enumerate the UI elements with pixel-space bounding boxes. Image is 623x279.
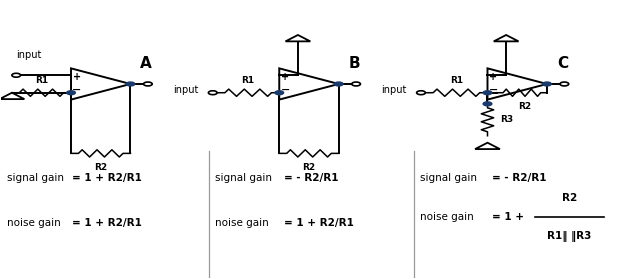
Text: signal gain: signal gain (421, 173, 477, 183)
Text: R1: R1 (35, 76, 48, 85)
Text: B: B (348, 56, 360, 71)
Text: signal gain: signal gain (215, 173, 272, 183)
Circle shape (483, 91, 492, 95)
Text: −: − (489, 85, 498, 95)
Text: R2: R2 (562, 193, 577, 203)
Circle shape (208, 91, 217, 95)
Text: C: C (557, 56, 568, 71)
Text: −: − (72, 85, 82, 95)
Polygon shape (285, 35, 310, 41)
Circle shape (126, 82, 135, 86)
Text: R1: R1 (242, 76, 255, 85)
Text: = - R2/R1: = - R2/R1 (283, 173, 338, 183)
Text: noise gain: noise gain (7, 218, 60, 228)
Circle shape (417, 91, 426, 95)
Circle shape (275, 91, 283, 95)
Circle shape (560, 82, 569, 86)
Text: = 1 + R2/R1: = 1 + R2/R1 (72, 173, 142, 183)
Text: +: + (281, 72, 289, 82)
Circle shape (67, 91, 75, 95)
Circle shape (12, 73, 21, 77)
Text: = 1 +: = 1 + (492, 212, 524, 222)
Polygon shape (475, 143, 500, 149)
Text: signal gain: signal gain (7, 173, 64, 183)
Text: = 1 + R2/R1: = 1 + R2/R1 (72, 218, 142, 228)
Text: +: + (73, 72, 81, 82)
Text: R1: R1 (450, 76, 463, 85)
Text: noise gain: noise gain (421, 212, 474, 222)
Circle shape (483, 102, 492, 106)
Text: = 1 + R2/R1: = 1 + R2/R1 (283, 218, 353, 228)
Text: +: + (490, 72, 498, 82)
Text: input: input (173, 85, 199, 95)
Text: R2: R2 (518, 102, 531, 111)
Text: R1‖ ‖R3: R1‖ ‖R3 (547, 231, 592, 242)
Text: A: A (140, 56, 152, 71)
Text: input: input (16, 50, 42, 60)
Text: input: input (381, 85, 407, 95)
Text: R2: R2 (94, 163, 107, 172)
Circle shape (352, 82, 361, 86)
Text: R3: R3 (500, 115, 513, 124)
Polygon shape (493, 35, 518, 41)
Text: R2: R2 (302, 163, 315, 172)
Text: = - R2/R1: = - R2/R1 (492, 173, 546, 183)
Text: −: − (280, 85, 290, 95)
Circle shape (543, 82, 551, 86)
Text: noise gain: noise gain (215, 218, 269, 228)
Circle shape (335, 82, 343, 86)
Circle shape (143, 82, 152, 86)
Polygon shape (0, 93, 24, 99)
